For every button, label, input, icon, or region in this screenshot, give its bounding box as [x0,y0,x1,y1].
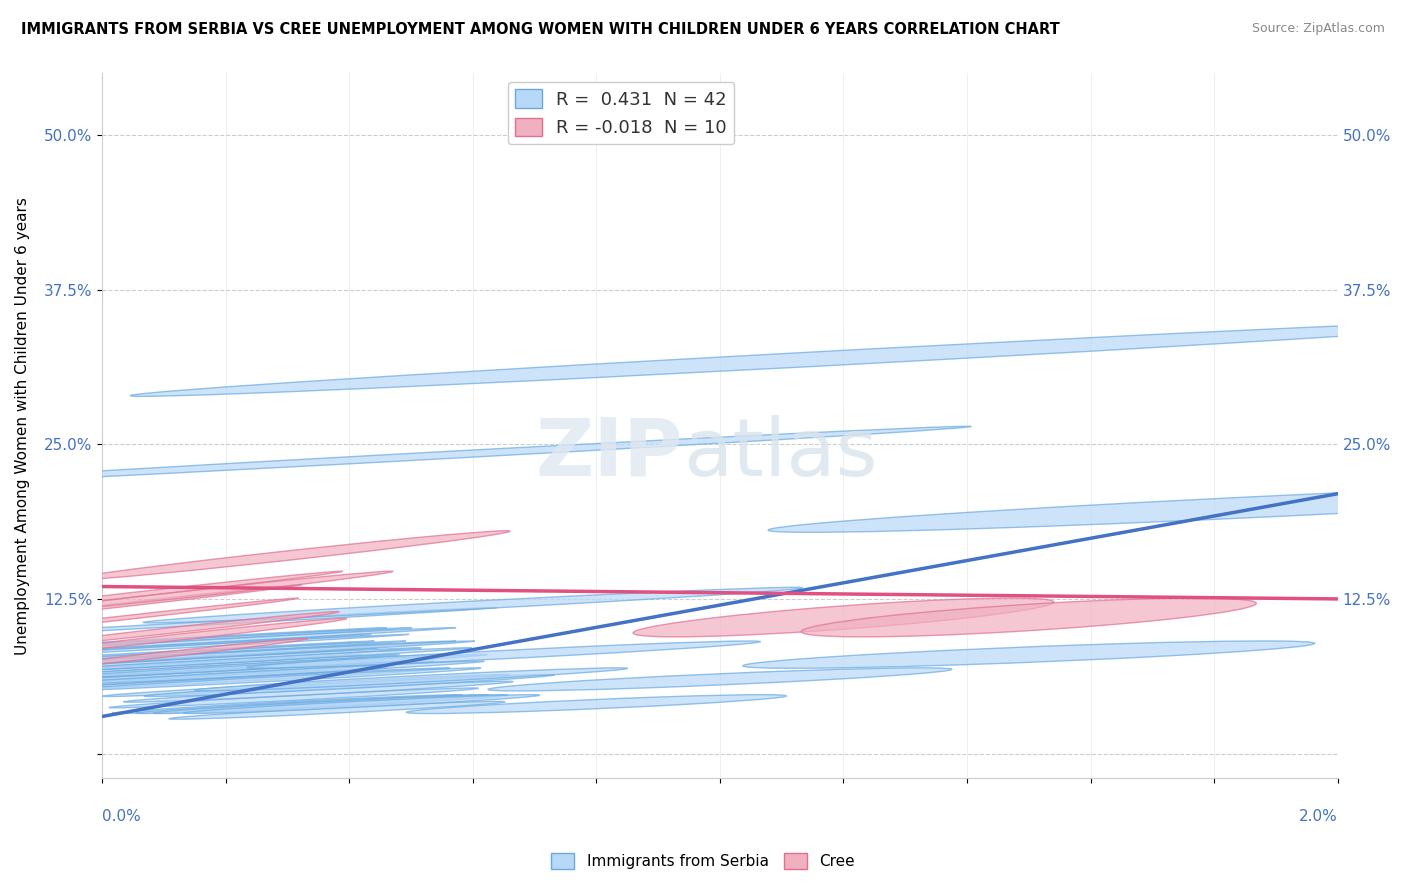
Ellipse shape [183,695,540,714]
Ellipse shape [0,641,374,668]
Ellipse shape [8,571,392,615]
Text: 2.0%: 2.0% [1299,809,1337,824]
Ellipse shape [0,628,456,657]
Ellipse shape [633,599,1054,637]
Ellipse shape [143,674,554,697]
Ellipse shape [112,695,463,714]
Ellipse shape [41,661,484,685]
Ellipse shape [801,599,1257,637]
Ellipse shape [0,661,384,685]
Text: atlas: atlas [683,415,877,493]
Ellipse shape [0,648,378,673]
Ellipse shape [768,480,1406,533]
Ellipse shape [194,668,627,691]
Ellipse shape [0,584,302,625]
Ellipse shape [0,607,496,640]
Ellipse shape [169,701,505,719]
Ellipse shape [124,681,513,702]
Ellipse shape [742,641,1315,668]
Ellipse shape [108,688,478,708]
Ellipse shape [131,318,1406,396]
Ellipse shape [31,618,347,654]
Ellipse shape [0,668,387,691]
Ellipse shape [0,571,343,615]
Text: 0.0%: 0.0% [103,809,141,824]
Y-axis label: Unemployment Among Women with Children Under 6 years: Unemployment Among Women with Children U… [15,197,30,655]
Ellipse shape [0,599,298,637]
Ellipse shape [0,648,422,673]
Ellipse shape [153,695,508,714]
Ellipse shape [14,612,339,648]
Ellipse shape [247,641,761,668]
Ellipse shape [0,628,387,657]
Ellipse shape [0,661,434,685]
Text: IMMIGRANTS FROM SERBIA VS CREE UNEMPLOYMENT AMONG WOMEN WITH CHILDREN UNDER 6 YE: IMMIGRANTS FROM SERBIA VS CREE UNEMPLOYM… [21,22,1060,37]
Ellipse shape [488,668,952,691]
Ellipse shape [136,695,488,714]
Legend: R =  0.431  N = 42, R = -0.018  N = 10: R = 0.431 N = 42, R = -0.018 N = 10 [508,82,734,145]
Text: ZIP: ZIP [536,415,683,493]
Ellipse shape [0,628,412,657]
Ellipse shape [65,531,510,581]
Ellipse shape [21,639,308,671]
Ellipse shape [406,695,786,714]
Legend: Immigrants from Serbia, Cree: Immigrants from Serbia, Cree [546,847,860,875]
Text: Source: ZipAtlas.com: Source: ZipAtlas.com [1251,22,1385,36]
Ellipse shape [0,655,361,680]
Ellipse shape [27,668,450,691]
Ellipse shape [56,668,481,691]
Ellipse shape [103,674,510,697]
Ellipse shape [0,655,450,680]
Ellipse shape [143,587,803,623]
Ellipse shape [0,641,456,668]
Ellipse shape [0,426,972,487]
Ellipse shape [0,641,406,668]
Ellipse shape [0,648,471,673]
Ellipse shape [0,661,415,685]
Ellipse shape [0,634,409,663]
Ellipse shape [25,655,488,680]
Ellipse shape [0,655,399,680]
Ellipse shape [0,634,371,663]
Ellipse shape [0,641,475,668]
